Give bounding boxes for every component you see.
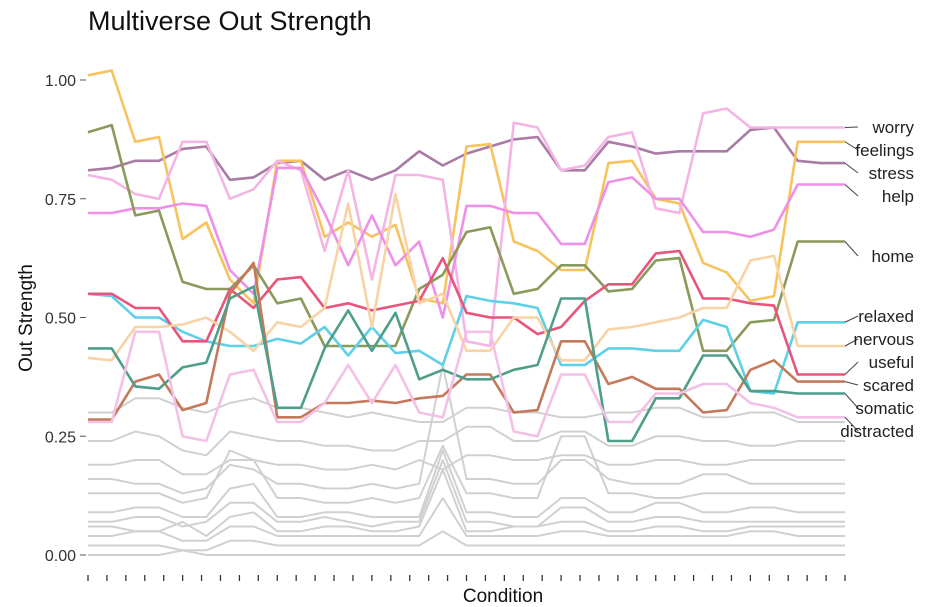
- series-line-worry: [87, 107, 845, 348]
- series-label-leader: [844, 315, 859, 323]
- y-tick-label: 0.00: [45, 548, 76, 565]
- series-label-leader: [844, 126, 859, 128]
- series-label-leader: [844, 361, 859, 375]
- series-label-distracted: distracted: [840, 422, 914, 441]
- series-lines: [87, 69, 845, 556]
- series-line-other: [88, 549, 845, 556]
- series-label-home: home: [871, 247, 914, 266]
- series-label-useful: useful: [869, 353, 914, 372]
- series-line-scared: [88, 261, 845, 421]
- series-line-other: [88, 435, 845, 504]
- series-line-other: [88, 530, 845, 552]
- y-tick-label: 0.50: [45, 311, 76, 328]
- series-label-leader: [844, 162, 859, 174]
- series-label-leader: [844, 141, 859, 151]
- series-line-useful: [88, 249, 845, 376]
- series-label-nervous: nervous: [854, 330, 914, 349]
- series-line-other: [88, 497, 845, 542]
- series-line-other: [88, 397, 845, 423]
- series-label-leader: [844, 184, 859, 197]
- series-line-home: [87, 123, 845, 353]
- series-line-help: [88, 166, 845, 319]
- x-axis-label: Condition: [463, 586, 543, 607]
- series-label-relaxed: relaxed: [858, 307, 914, 326]
- series-label-worry: worry: [871, 118, 914, 137]
- series-labels: worry feelings stress help home relaxed nervou…: [840, 118, 914, 441]
- series-label-leader: [844, 338, 859, 347]
- series-label-scared: scared: [863, 376, 914, 395]
- series-label-stress: stress: [869, 164, 914, 183]
- y-axis-label: Out Strength: [16, 264, 37, 372]
- series-label-leader: [844, 393, 859, 409]
- series-label-leader: [844, 381, 859, 386]
- chart-title: Multiverse Out Strength: [88, 6, 372, 36]
- series-line-other: [88, 449, 845, 518]
- series-line-somatic: [88, 285, 845, 443]
- series-label-leader: [844, 241, 859, 257]
- series-label-help: help: [882, 187, 914, 206]
- series-line-nervous: [87, 192, 845, 362]
- series-label-feelings: feelings: [855, 141, 914, 160]
- y-axis: 0.00 0.25 0.50 0.75 1.00: [45, 73, 86, 565]
- series-line-distracted: [88, 330, 845, 443]
- series-line-other: [88, 459, 845, 528]
- y-tick-label: 0.25: [45, 429, 76, 446]
- x-axis: [87, 575, 846, 581]
- series-label-leader: [844, 416, 859, 432]
- series-label-somatic: somatic: [855, 399, 914, 418]
- y-tick-label: 0.75: [45, 192, 76, 209]
- series-line-other: [88, 425, 845, 457]
- series-line-other: [88, 454, 845, 476]
- series-line-other: [88, 468, 845, 537]
- y-tick-label: 1.00: [45, 73, 76, 90]
- series-line-feelings: [87, 69, 845, 305]
